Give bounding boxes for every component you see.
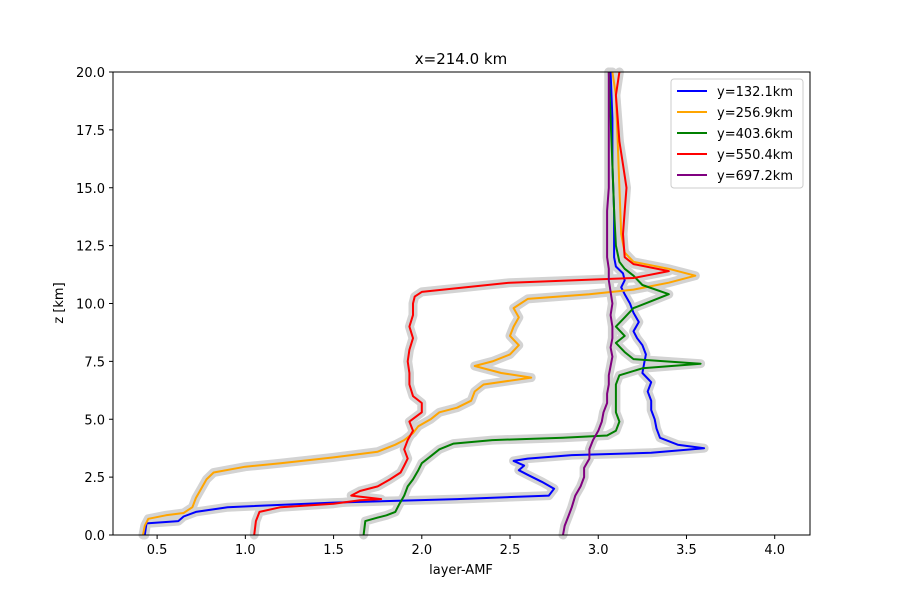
uncertainty-band <box>558 67 617 540</box>
x-tick-label: 3.5 <box>676 543 697 558</box>
y-tick-label: 7.5 <box>84 355 105 370</box>
legend-box <box>670 78 804 189</box>
x-tick-label: 1.0 <box>235 543 256 558</box>
legend: y=132.1km y=256.9km y=403.6km y=550.4km y=69… <box>670 78 804 189</box>
series-line-2 <box>142 71 697 536</box>
y-tick-label: 2.5 <box>84 471 105 486</box>
series-line-4 <box>253 71 670 536</box>
x-tick-label: 4.0 <box>764 543 785 558</box>
legend-label: y=403.6km <box>717 127 793 142</box>
y-tick-label: 20.0 <box>76 66 105 81</box>
chart-title: x=214.0 km <box>415 50 507 68</box>
legend-label: y=256.9km <box>717 106 793 121</box>
y-tick-label: 5.0 <box>84 413 105 428</box>
series-lines <box>142 71 706 536</box>
legend-label: y=132.1km <box>717 85 793 100</box>
x-axis-label: layer-AMF <box>429 563 493 578</box>
legend-label: y=697.2km <box>717 169 793 184</box>
x-tick-label: 2.5 <box>500 543 521 558</box>
y-tick-label: 0.0 <box>84 529 105 544</box>
y-axis: 0.0 2.5 5.0 7.5 10.0 12.5 15.0 17.5 20.0 <box>76 66 113 544</box>
x-tick-label: 0.5 <box>147 543 168 558</box>
x-tick-label: 2.0 <box>411 543 432 558</box>
series-line-5 <box>562 72 614 536</box>
series-line-1 <box>143 71 706 536</box>
y-tick-label: 10.0 <box>76 298 105 313</box>
y-axis-label: z [km] <box>52 282 67 323</box>
legend-label: y=550.4km <box>717 148 793 163</box>
x-axis: 0.5 1.0 1.5 2.0 2.5 3.0 3.5 4.0 <box>147 535 785 558</box>
x-tick-label: 1.5 <box>323 543 344 558</box>
y-tick-label: 17.5 <box>76 124 105 139</box>
y-tick-label: 15.0 <box>76 182 105 197</box>
x-tick-label: 3.0 <box>588 543 609 558</box>
y-tick-label: 12.5 <box>76 240 105 255</box>
